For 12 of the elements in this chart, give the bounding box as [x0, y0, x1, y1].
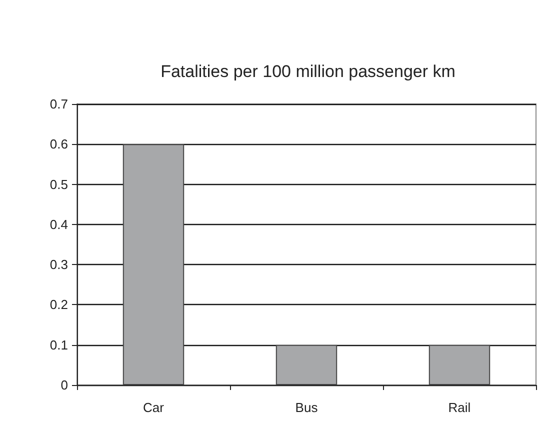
y-tick-label: 0.5 [50, 176, 68, 192]
y-tick-label: 0.3 [50, 257, 68, 272]
y-tick-label: 0.4 [50, 216, 68, 232]
y-tick-label: 0 [60, 378, 68, 392]
y-tick-label: 0.6 [50, 136, 68, 152]
y-tick-label: 0.1 [50, 337, 68, 352]
chart-title: Fatalities per 100 million passenger km [160, 62, 456, 81]
x-tick-label: Bus [295, 400, 318, 415]
x-tick-label: Rail [448, 400, 471, 415]
y-tick-label: 0.7 [50, 96, 68, 112]
y-tick-label: 0.2 [50, 297, 68, 312]
x-tick-label: Car [143, 400, 165, 415]
